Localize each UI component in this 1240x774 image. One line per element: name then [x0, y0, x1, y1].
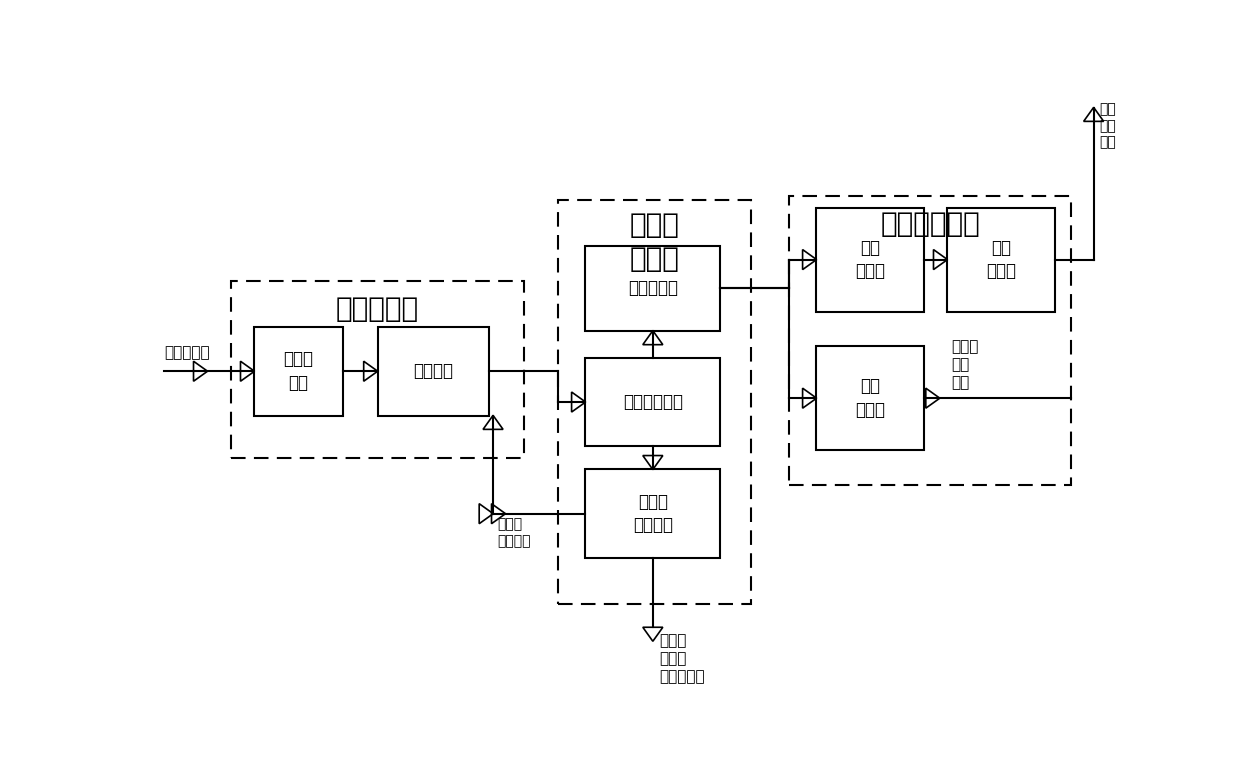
Text: 气体
达标
排放: 气体 达标 排放: [1099, 102, 1116, 149]
Bar: [231, 281, 523, 458]
Text: 浓缩液
压滤处理: 浓缩液 压滤处理: [632, 493, 673, 535]
Bar: [790, 196, 1070, 485]
Text: 芬顿
反应器: 芬顿 反应器: [856, 378, 885, 419]
Bar: [377, 327, 490, 416]
Bar: [585, 469, 720, 558]
Text: 冷凝水
达标
排放: 冷凝水 达标 排放: [951, 340, 978, 391]
Bar: [816, 207, 924, 312]
Text: 垃圾渗滤液: 垃圾渗滤液: [164, 345, 210, 361]
Bar: [585, 246, 720, 330]
Text: 上清液
回流处理: 上清液 回流处理: [497, 518, 531, 548]
Text: 预处理
理池: 预处理 理池: [284, 351, 314, 392]
Text: 列管冷凝器: 列管冷凝器: [627, 279, 678, 297]
Text: 絮凝处理: 絮凝处理: [413, 362, 454, 380]
Text: 深度处理部分: 深度处理部分: [880, 210, 980, 238]
Text: 浸没式焚烧器: 浸没式焚烧器: [622, 393, 683, 411]
Text: 前处理部分: 前处理部分: [336, 295, 419, 323]
Text: 碱性
洗气塔: 碱性 洗气塔: [856, 239, 885, 280]
Text: 酸性
洗气塔: 酸性 洗气塔: [986, 239, 1017, 280]
Bar: [585, 358, 720, 447]
Bar: [816, 346, 924, 450]
Bar: [254, 327, 343, 416]
Bar: [558, 200, 751, 604]
Text: 燃烧蒸
发部分: 燃烧蒸 发部分: [630, 211, 680, 273]
Text: 固体密
封填埋
（或焚烧）: 固体密 封填埋 （或焚烧）: [658, 633, 704, 684]
Bar: [947, 207, 1055, 312]
